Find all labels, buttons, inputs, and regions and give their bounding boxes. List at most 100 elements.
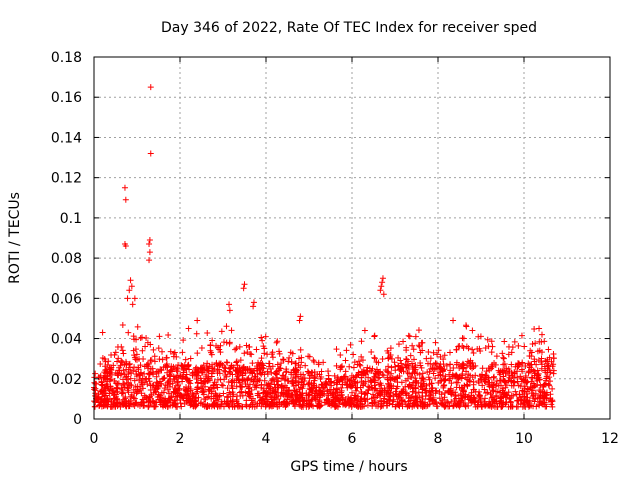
data-point [138, 390, 145, 397]
axis-ticks [93, 56, 611, 420]
data-point [283, 401, 290, 408]
data-point [349, 389, 356, 396]
data-point [143, 335, 150, 342]
data-point [440, 384, 447, 391]
data-point [147, 150, 154, 157]
data-point [400, 338, 407, 345]
data-point [221, 367, 228, 374]
data-point [167, 348, 174, 355]
data-point [521, 343, 528, 350]
data-point [139, 396, 146, 403]
data-point [161, 385, 168, 392]
data-point [302, 362, 309, 369]
data-point [285, 358, 292, 365]
data-point [412, 384, 419, 391]
data-point [450, 317, 457, 324]
data-point [415, 389, 422, 396]
data-point [409, 360, 416, 367]
data-point [162, 382, 169, 389]
data-point [239, 392, 246, 399]
data-point [376, 390, 383, 397]
data-point [310, 357, 317, 364]
data-point [231, 403, 238, 410]
data-point [214, 376, 221, 383]
data-point [290, 397, 297, 404]
data-point [269, 354, 276, 361]
data-point [528, 378, 535, 385]
data-point [157, 380, 164, 387]
data-point [489, 394, 496, 401]
data-point [344, 398, 351, 405]
data-point [467, 397, 474, 404]
data-point [103, 392, 110, 399]
data-point [141, 379, 148, 386]
data-point [99, 355, 106, 362]
data-point [250, 299, 257, 306]
data-point [353, 394, 360, 401]
data-point [403, 390, 410, 397]
data-point [479, 365, 486, 372]
data-point [306, 385, 313, 392]
data-point [167, 394, 174, 401]
data-point [342, 368, 349, 375]
data-point [403, 344, 410, 351]
data-point [204, 329, 211, 336]
data-point [375, 359, 382, 366]
data-point [418, 339, 425, 346]
data-point [199, 384, 206, 391]
data-point [261, 377, 268, 384]
data-point [129, 301, 136, 308]
data-point [377, 287, 384, 294]
data-point [292, 360, 299, 367]
data-point [127, 393, 134, 400]
data-point [505, 372, 512, 379]
data-point [136, 372, 143, 379]
data-point [415, 327, 422, 334]
data-point [475, 333, 482, 340]
data-point [432, 365, 439, 372]
data-point [372, 372, 379, 379]
data-point [146, 249, 153, 256]
data-point [160, 375, 167, 382]
data-point [385, 369, 392, 376]
data-point [140, 402, 147, 409]
data-point [154, 385, 161, 392]
data-point [405, 332, 412, 339]
data-point [549, 385, 556, 392]
data-point [313, 384, 320, 391]
data-point [146, 237, 153, 244]
data-point [157, 393, 164, 400]
data-point [337, 366, 344, 373]
data-point [274, 374, 281, 381]
data-point [427, 365, 434, 372]
data-point [131, 354, 138, 361]
data-point [158, 397, 165, 404]
data-point [488, 379, 495, 386]
data-point [338, 391, 345, 398]
data-point [351, 378, 358, 385]
data-point [146, 371, 153, 378]
data-point [143, 361, 150, 368]
data-point [233, 398, 240, 405]
data-point [441, 352, 448, 359]
data-point [279, 383, 286, 390]
data-point [508, 392, 515, 399]
data-point [531, 370, 538, 377]
data-point [306, 375, 313, 382]
data-point [148, 357, 155, 364]
data-point [179, 362, 186, 369]
data-point [283, 384, 290, 391]
data-point [394, 398, 401, 405]
data-point [157, 401, 164, 408]
data-point [316, 398, 323, 405]
data-point [230, 364, 237, 371]
data-point [488, 349, 495, 356]
data-point [114, 343, 121, 350]
data-point [500, 355, 507, 362]
data-point [540, 393, 547, 400]
data-point [268, 369, 275, 376]
x-tick-label: 0 [90, 431, 99, 447]
data-point [350, 351, 357, 358]
data-point [308, 389, 315, 396]
